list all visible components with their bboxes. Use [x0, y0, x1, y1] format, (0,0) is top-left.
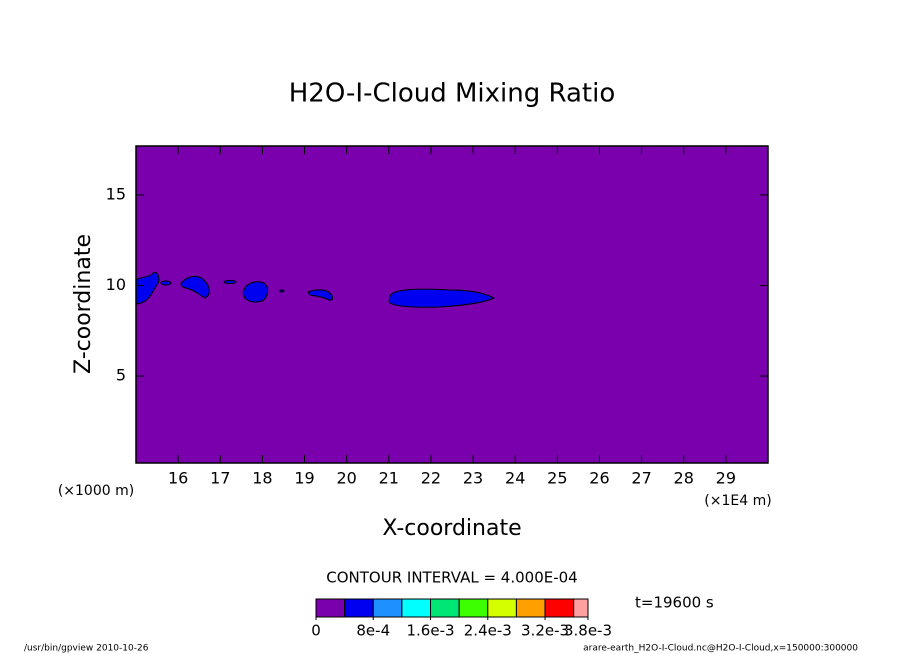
colorbar-box	[344, 598, 374, 618]
contour-region	[307, 289, 333, 301]
contour-region	[160, 280, 172, 286]
contour-regions	[135, 271, 496, 308]
x-tick-label: 16	[168, 469, 188, 488]
y-tick-label: 15	[106, 184, 126, 203]
colorbar-box	[372, 598, 403, 618]
footer-left: /usr/bin/gpview 2010-10-26	[24, 644, 149, 654]
footer-right: arare-earth_H2O-I-Cloud.nc@H2O-I-Cloud,x…	[583, 644, 858, 654]
x-tick-label: 17	[210, 469, 230, 488]
colorbar-box	[573, 598, 589, 618]
colorbar-box	[544, 598, 575, 618]
x-tick-label: 29	[716, 469, 736, 488]
x-tick-label: 21	[379, 469, 399, 488]
contour-region	[388, 288, 496, 308]
x-axis-label: X-coordinate	[382, 516, 521, 541]
y-tick-label: 5	[116, 366, 126, 385]
x-tick-label: 23	[463, 469, 483, 488]
x-tick-label: 18	[252, 469, 272, 488]
contour-region	[242, 281, 269, 303]
colorbar-box	[401, 598, 432, 618]
contour-region	[279, 289, 285, 293]
x-tick-label: 27	[631, 469, 651, 488]
y-unit-label: (×1000 m)	[58, 483, 134, 499]
colorbar-box	[515, 598, 546, 618]
x-tick-label: 28	[674, 469, 694, 488]
colorbar-tick-label: 3.8e-3	[564, 622, 612, 640]
x-tick-label: 24	[505, 469, 525, 488]
colorbar-box	[487, 598, 517, 618]
x-tick-label: 22	[421, 469, 441, 488]
colorbar-tick-label: 2.4e-3	[464, 622, 512, 640]
colorbar-tick-label: 0	[311, 622, 321, 640]
x-tick-label: 25	[547, 469, 567, 488]
plot-frame	[135, 145, 769, 464]
x-unit-label: (×1E4 m)	[704, 493, 771, 509]
x-tick-label: 26	[589, 469, 609, 488]
time-label: t=19600 s	[635, 594, 714, 612]
x-tick-label: 20	[336, 469, 356, 488]
contour-interval: CONTOUR INTERVAL = 4.000E-04	[326, 569, 577, 587]
chart-title: H2O-I-Cloud Mixing Ratio	[289, 79, 616, 109]
colorbar-box	[315, 598, 346, 618]
colorbar-tick-label: 8e-4	[356, 622, 390, 640]
x-tick-label: 19	[294, 469, 314, 488]
y-tick-label: 10	[106, 275, 126, 294]
colorbar-box	[430, 598, 460, 618]
colorbar-tick-label: 3.2e-3	[521, 622, 569, 640]
colorbar-box	[458, 598, 489, 618]
y-axis-label: Z-coordinate	[71, 234, 96, 374]
contour-region	[135, 271, 160, 305]
contour-region	[180, 275, 210, 299]
contour-region	[223, 280, 237, 284]
colorbar-tick-label: 1.6e-3	[407, 622, 455, 640]
